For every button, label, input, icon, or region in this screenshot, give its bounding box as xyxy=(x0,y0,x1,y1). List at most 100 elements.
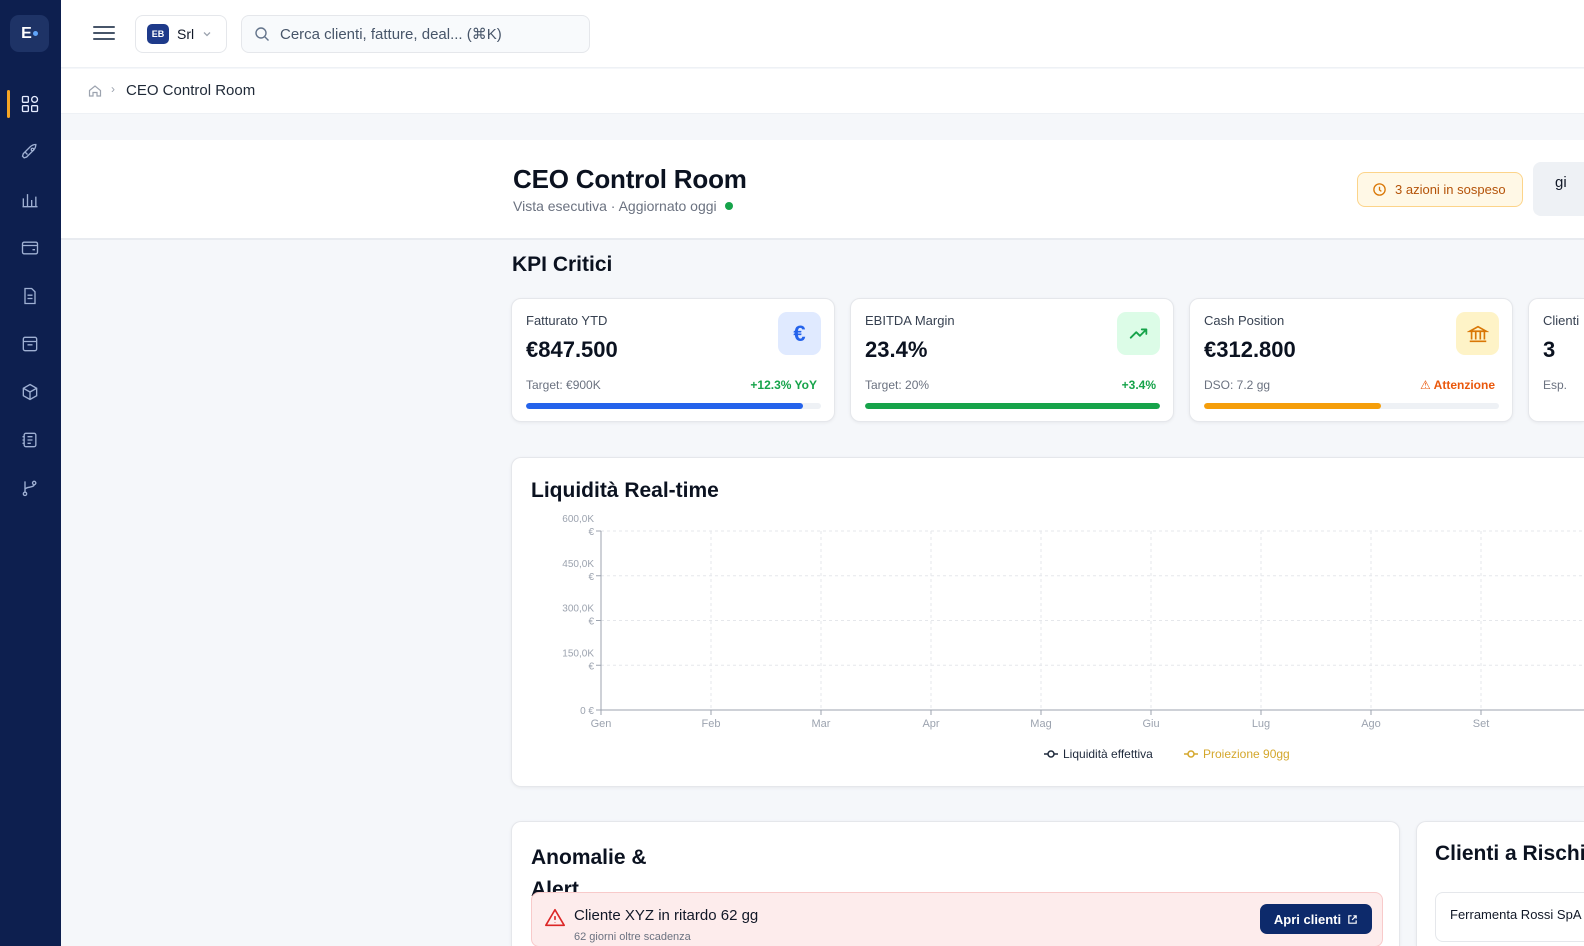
kpi-progress-track xyxy=(1204,403,1499,409)
wallet-icon xyxy=(21,241,39,255)
y-tick-label: 600,0K xyxy=(562,514,594,525)
kpi-target: DSO: 7.2 gg xyxy=(1204,378,1271,392)
bank-icon xyxy=(1456,312,1499,355)
x-tick-label: Feb xyxy=(702,718,721,730)
alert-subtitle: 62 giorni oltre scadenza xyxy=(574,931,691,943)
live-status-dot xyxy=(724,202,733,210)
anomalies-card: Anomalie & Alert Cliente XYZ in ritardo … xyxy=(511,821,1400,946)
open-clients-label: Apri clienti xyxy=(1273,911,1342,927)
company-badge: EB xyxy=(147,24,169,44)
search-input[interactable] xyxy=(280,25,580,43)
sidebar-item-ledger[interactable] xyxy=(10,422,50,458)
company-selector[interactable]: EB Srl xyxy=(135,15,227,53)
bar-chart-icon xyxy=(22,194,38,208)
home-icon[interactable] xyxy=(87,83,103,99)
kpi-card-revenue[interactable]: Fatturato YTD €847.500 € Target: €900K +… xyxy=(511,298,835,422)
chevron-down-icon xyxy=(203,32,211,37)
liquidity-chart-card: Liquidità Real-time 0 € 150,0K €300,0K €450… xyxy=(511,457,1584,787)
pending-actions-badge[interactable]: 3 azioni in sospeso xyxy=(1357,172,1523,207)
x-tick-label: Mar xyxy=(812,718,831,730)
pending-actions-label: 3 azioni in sospeso xyxy=(1395,182,1506,197)
sidebar-item-products[interactable] xyxy=(10,374,50,410)
risk-client-item[interactable]: Ferramenta Rossi SpA xyxy=(1435,892,1584,942)
inbox-icon xyxy=(22,336,38,352)
trend-up-icon xyxy=(1117,312,1160,355)
sidebar-item-workflow[interactable] xyxy=(10,470,50,506)
x-tick-label: Ago xyxy=(1361,718,1381,730)
y-tick-label: 300,0K xyxy=(562,604,594,615)
dashboard-icon xyxy=(21,95,39,113)
kpi-target: Esp. xyxy=(1543,378,1568,392)
kpi-delta: +12.3% YoY xyxy=(750,378,817,392)
kpi-progress-fill xyxy=(526,403,804,409)
sidebar-item-documents[interactable] xyxy=(10,278,50,314)
page-header: CEO Control Room Vista esecutiva · Aggio… xyxy=(61,140,1584,240)
logo-dot xyxy=(32,31,38,36)
x-tick-label: Lug xyxy=(1252,718,1270,730)
y-tick-label-unit: € xyxy=(588,661,594,672)
sidebar-item-dashboard[interactable] xyxy=(10,86,50,122)
external-link-icon xyxy=(1348,914,1357,924)
kpi-progress-fill xyxy=(865,403,1160,409)
search-icon xyxy=(255,27,269,41)
page-subtitle: Vista esecutiva · Aggiornato oggi xyxy=(513,198,733,214)
kpi-card-ebitda[interactable]: EBITDA Margin 23.4% Target: 20% +3.4% xyxy=(850,298,1174,422)
sidebar-item-launch[interactable] xyxy=(10,134,50,170)
kpi-progress-track xyxy=(526,403,821,409)
kpi-value: 23.4% xyxy=(865,337,928,362)
kpi-progress-track xyxy=(865,403,1160,409)
y-tick-label-unit: € xyxy=(588,617,594,628)
active-indicator xyxy=(7,90,10,118)
legend-marker xyxy=(1187,750,1195,758)
company-name: Srl xyxy=(177,26,195,42)
kpi-value: €847.500 xyxy=(526,337,618,362)
kpi-label: Fatturato YTD xyxy=(526,313,608,328)
x-tick-label: Apr xyxy=(922,718,939,730)
x-tick-label: Giu xyxy=(1142,718,1159,730)
kpi-delta: ⚠ Attenzione xyxy=(1420,378,1495,392)
y-tick-label-unit: € xyxy=(588,572,594,583)
kpi-value: 3 xyxy=(1543,337,1556,362)
kpi-section-title: KPI Critici xyxy=(512,253,613,276)
menu-icon[interactable] xyxy=(93,22,115,44)
alert-item[interactable]: Cliente XYZ in ritardo 62 gg 62 giorni o… xyxy=(531,892,1383,946)
y-tick-label: 450,0K xyxy=(562,559,594,570)
euro-icon: € xyxy=(778,312,821,355)
kpi-target: Target: €900K xyxy=(526,378,601,392)
y-tick-label: 0 € xyxy=(580,706,594,717)
ledger-icon xyxy=(22,432,37,448)
warning-icon xyxy=(545,908,565,927)
x-tick-label: Gen xyxy=(591,718,612,730)
header-action-button[interactable]: gi xyxy=(1533,162,1584,216)
legend-label: Liquidità effettiva xyxy=(1063,747,1153,761)
legend-label: Proiezione 90gg xyxy=(1203,747,1290,761)
y-tick-label: 150,0K xyxy=(562,648,594,659)
breadcrumb-current: CEO Control Room xyxy=(126,82,256,99)
document-icon xyxy=(24,287,36,305)
sidebar-item-finance[interactable] xyxy=(10,230,50,266)
sidebar-item-inbox[interactable] xyxy=(10,326,50,362)
kpi-card-cash[interactable]: Cash Position €312.800 DSO: 7.2 gg ⚠ Att… xyxy=(1189,298,1513,422)
risk-clients-card: Clienti a Rischio Ferramenta Rossi SpA xyxy=(1416,821,1584,946)
page-subtitle-text: Vista esecutiva · Aggiornato oggi xyxy=(513,198,717,214)
logo-text: E xyxy=(21,24,32,42)
kpi-delta: +3.4% xyxy=(1121,378,1156,392)
kpi-card-clients[interactable]: Clienti 3 Esp. xyxy=(1528,298,1584,422)
liquidity-chart: 0 € 150,0K €300,0K €450,0K €600,0K € Gen Feb Mar… xyxy=(562,514,1584,761)
chevron-right-icon: › xyxy=(111,82,115,96)
topbar: EB Srl xyxy=(61,0,1584,68)
cube-icon xyxy=(22,383,38,401)
chart-title: Liquidità Real-time xyxy=(531,479,719,502)
app-logo[interactable]: E xyxy=(10,15,49,52)
kpi-target: Target: 20% xyxy=(865,378,930,392)
search-box xyxy=(241,15,590,53)
open-clients-button[interactable]: Apri clienti xyxy=(1260,904,1372,934)
sidebar: E xyxy=(0,0,61,946)
header-action-label: gi xyxy=(1555,174,1567,191)
sidebar-item-analytics[interactable] xyxy=(10,182,50,218)
kpi-progress-fill xyxy=(1204,403,1381,409)
risk-client-name: Ferramenta Rossi SpA xyxy=(1450,907,1582,922)
kpi-value: €312.800 xyxy=(1204,337,1296,362)
x-tick-label: Mag xyxy=(1030,718,1051,730)
git-branch-icon xyxy=(22,480,37,497)
